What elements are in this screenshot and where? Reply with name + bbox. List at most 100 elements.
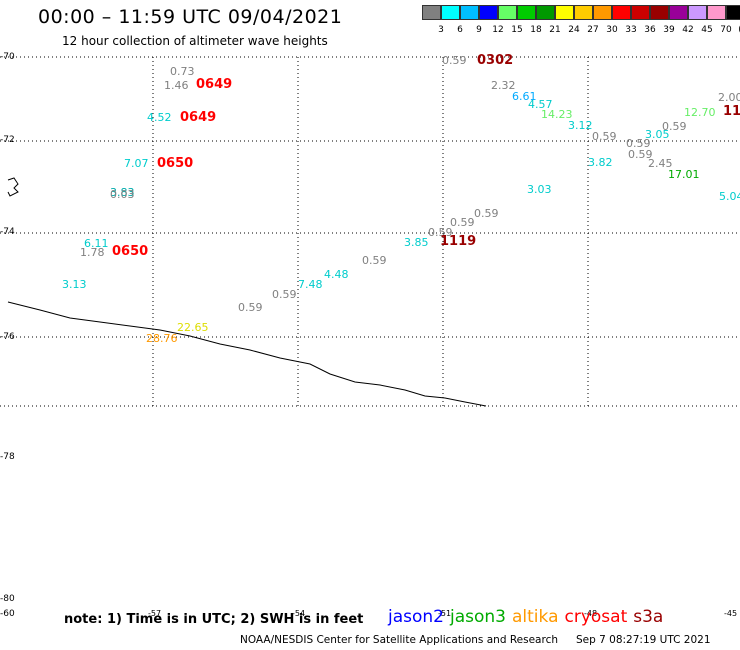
wave-height-label: 12.70: [684, 106, 716, 119]
satellite-legend: jason2 jason3 altika cryosat s3a: [388, 607, 669, 627]
scale-label: 15: [511, 25, 523, 35]
wave-height-label: 0.59: [474, 207, 499, 220]
pass-time-label: 0649: [180, 110, 217, 125]
lat-label-70: -70: [0, 52, 15, 62]
wave-height-label: 7.07: [124, 157, 149, 170]
pass-time-label: 0302: [477, 53, 514, 68]
wave-height-label: 2.00: [718, 91, 740, 104]
pass-time-label: 0649: [196, 77, 233, 92]
scale-label: 33: [625, 25, 637, 35]
pass-time-label: 11: [723, 104, 740, 119]
wave-height-label: 0.59: [662, 120, 687, 133]
wave-height-label: 5.04: [719, 190, 740, 203]
scale-swatch: [555, 5, 574, 20]
scale-label: 24: [568, 25, 580, 35]
pass-time-label: 0650: [157, 156, 194, 171]
wave-height-label: 3.13: [62, 278, 87, 291]
wave-height-label: 2.32: [491, 79, 516, 92]
scale-label: 39: [663, 25, 675, 35]
scale-label: 21: [549, 25, 561, 35]
wave-height-label: 22.65: [177, 321, 209, 334]
scale-label: 12: [492, 25, 504, 35]
wave-height-label: 0.59: [362, 254, 387, 267]
legend-jason2: jason2: [388, 607, 444, 627]
legend-jason3: jason3: [450, 607, 506, 627]
wave-height-label: 0.03: [110, 188, 135, 201]
lon-label-b: -54: [292, 609, 306, 618]
wave-height-label: 0.59: [272, 288, 297, 301]
wave-height-label: 3.05: [645, 128, 670, 141]
scale-label: (ft): [735, 25, 740, 35]
wave-height-label: 0.59: [628, 148, 653, 161]
scale-swatch: [707, 5, 726, 20]
legend-altika: altika: [512, 607, 559, 627]
scale-swatch: [422, 5, 441, 20]
wave-height-label: 0.59: [450, 216, 475, 229]
scale-swatch: [574, 5, 593, 20]
wave-height-label: 17.01: [668, 168, 700, 181]
footnote: note: 1) Time is in UTC; 2) SWH is in fe…: [64, 612, 364, 627]
scale-swatch: [593, 5, 612, 20]
map-subtitle: 12 hour collection of altimeter wave hei…: [62, 34, 328, 48]
lon-label-e: -45: [724, 609, 738, 618]
wave-height-label: 0.59: [428, 226, 453, 239]
wave-height-label: 28.76: [146, 332, 178, 345]
wave-height-label: 14.23: [541, 108, 573, 121]
scale-label: 30: [606, 25, 618, 35]
wave-height-label: 3.85: [404, 236, 429, 249]
legend-cryosat: cryosat: [564, 607, 628, 627]
wave-height-label: 3.83: [110, 186, 135, 199]
lon-label-d: -48: [584, 609, 598, 618]
wave-height-label: 1.78: [80, 246, 105, 259]
wave-height-label: 0.59: [626, 137, 651, 150]
wave-height-label: 4.48: [324, 268, 349, 281]
legend-s3a: s3a: [633, 607, 664, 627]
wave-height-label: 7.48: [298, 278, 323, 291]
scale-swatch: [688, 5, 707, 20]
wave-height-label: 0.59: [442, 54, 467, 67]
lat-label-76: -76: [0, 332, 15, 342]
scale-swatch: [517, 5, 536, 20]
wave-height-label: 0.59: [592, 130, 617, 143]
pass-time-label: 0650: [112, 244, 149, 259]
wave-height-label: 4.57: [528, 98, 553, 111]
lon-label-c: -51: [438, 609, 452, 618]
generation-timestamp: Sep 7 08:27:19 UTC 2021: [576, 634, 711, 646]
scale-swatch: [460, 5, 479, 20]
pass-time-label: 1119: [440, 234, 477, 249]
scale-label: 42: [682, 25, 694, 35]
scale-label: 18: [530, 25, 542, 35]
scale-swatch: [612, 5, 631, 20]
wave-height-label: 2.45: [648, 157, 673, 170]
scale-label: 3: [438, 25, 444, 35]
island-outline: [7, 177, 19, 197]
coastline: [7, 301, 487, 407]
scale-label: 36: [644, 25, 656, 35]
scale-swatch: [536, 5, 555, 20]
scale-label: 70: [720, 25, 732, 35]
lat-label-80: -80: [0, 594, 15, 604]
lat-label-72: -72: [0, 135, 15, 145]
scale-label: 45: [701, 25, 713, 35]
scale-swatch: [631, 5, 650, 20]
grid-lines: [0, 56, 740, 407]
scale-swatch: [726, 5, 740, 20]
lat-label-78: -78: [0, 452, 15, 462]
wave-height-label: 3.03: [527, 183, 552, 196]
credit-text: NOAA/NESDIS Center for Satellite Applica…: [240, 634, 558, 646]
wave-height-label: 0.59: [238, 301, 263, 314]
scale-label: 27: [587, 25, 599, 35]
wave-height-label: 3.12: [568, 119, 593, 132]
scale-swatch: [669, 5, 688, 20]
lat-label-74: -74: [0, 227, 15, 237]
scale-swatch: [650, 5, 669, 20]
wave-height-label: 3.82: [588, 156, 613, 169]
wave-height-label: 4.52: [147, 111, 172, 124]
scale-label: 9: [476, 25, 482, 35]
map-title: 00:00 – 11:59 UTC 09/04/2021: [38, 6, 343, 28]
scale-swatch: [498, 5, 517, 20]
lon-label-a: -57: [148, 609, 162, 618]
wave-height-label: 6.11: [84, 237, 109, 250]
scale-swatch: [479, 5, 498, 20]
